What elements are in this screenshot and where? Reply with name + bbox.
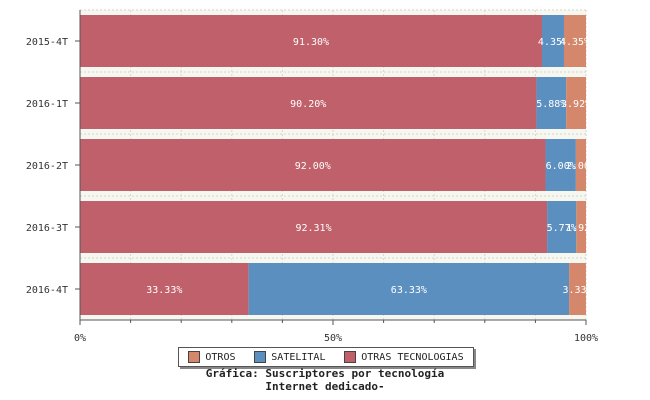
- bar-segment: [80, 201, 548, 253]
- category-label: 2016-2T: [26, 161, 68, 172]
- x-tick-label: 0%: [74, 333, 86, 344]
- bar-value-label: 63.33%: [391, 285, 427, 296]
- legend-item-satelital: SATELITAL: [254, 351, 325, 363]
- legend: OTROS SATELITAL OTRAS TECNOLOGIAS: [178, 347, 474, 367]
- legend-swatch-otras-tecnologias: [344, 351, 357, 363]
- bar-segment: [545, 139, 576, 191]
- bar-segment: [576, 201, 586, 253]
- bar-segment: [575, 139, 586, 191]
- x-tick-label: 100%: [574, 333, 598, 344]
- category-label: 2016-4T: [26, 285, 68, 296]
- legend-item-otros: OTROS: [188, 351, 236, 363]
- bar-value-label: 91.30%: [293, 37, 329, 48]
- bar-segment: [541, 15, 564, 67]
- legend-label-otras-tecnologias: OTRAS TECNOLOGIAS: [361, 351, 464, 363]
- bar-segment: [80, 77, 537, 129]
- bar-segment: [536, 77, 567, 129]
- bar-segment: [566, 77, 586, 129]
- legend-label-satelital: SATELITAL: [271, 351, 326, 363]
- legend-label-otros: OTROS: [205, 351, 236, 363]
- category-label: 2015-4T: [26, 37, 68, 48]
- bar-value-label: 1.92%: [566, 223, 596, 234]
- bar-segment: [80, 263, 249, 315]
- x-tick-label: 50%: [324, 333, 342, 344]
- bar-value-label: 92.00%: [295, 161, 331, 172]
- bar-value-label: 2.00%: [566, 161, 596, 172]
- category-label: 2016-1T: [26, 99, 68, 110]
- bar-value-label: 5.77%: [547, 223, 577, 234]
- bar-value-label: 4.35%: [560, 37, 590, 48]
- bar-value-label: 6.00%: [546, 161, 576, 172]
- bar-segment: [547, 201, 577, 253]
- category-label: 2016-3T: [26, 223, 68, 234]
- bar-value-label: 33.33%: [146, 285, 182, 296]
- bar-value-label: 3.92%: [561, 99, 591, 110]
- bar-value-label: 3.33%: [562, 285, 592, 296]
- legend-swatch-otros: [188, 351, 201, 363]
- chart-caption-line-2: Internet dedicado-: [265, 380, 385, 393]
- bar-segment: [569, 263, 586, 315]
- bar-value-label: 5.88%: [536, 99, 566, 110]
- chart-caption-line-1: Gráfica: Suscriptores por tecnología: [205, 367, 445, 380]
- bar-value-label: 4.35%: [538, 37, 568, 48]
- bar-value-label: 92.31%: [295, 223, 331, 234]
- legend-item-otras-tecnologias: OTRAS TECNOLOGIAS: [344, 351, 464, 363]
- bar-segment: [80, 139, 546, 191]
- bar-segment: [563, 15, 586, 67]
- bar-segment: [248, 263, 570, 315]
- bar-segment: [80, 15, 542, 67]
- legend-swatch-satelital: [254, 351, 267, 363]
- bar-value-label: 90.20%: [290, 99, 326, 110]
